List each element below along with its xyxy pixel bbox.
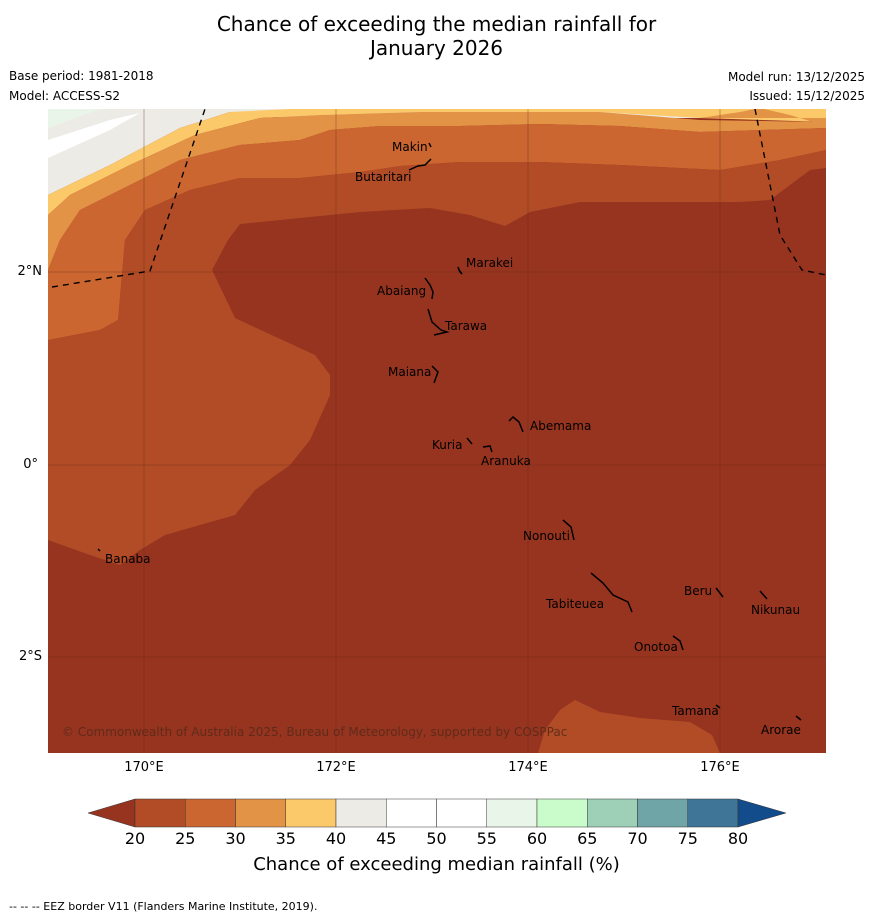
nikunau-island	[759, 590, 768, 600]
place-label: Marakei	[466, 256, 513, 270]
meta-left: Base period: 1981-2018 Model: ACCESS-S2	[9, 68, 154, 104]
colorbar-cell	[687, 798, 739, 828]
lat-label-0: 0°	[23, 457, 38, 472]
band-55-60	[48, 109, 100, 128]
eez-footnote: -- -- -- EEZ border V11 (Flanders Marine…	[9, 900, 318, 913]
colorbar-cell	[185, 798, 236, 828]
colorbar-cell	[386, 798, 437, 828]
lon-label-172e: 172°E	[316, 760, 356, 775]
colorbar-under-arrow	[87, 798, 136, 828]
place-label: Abemama	[530, 419, 591, 433]
onotoa-island	[672, 635, 684, 651]
place-label: Onotoa	[634, 640, 678, 654]
place-label: Makin	[392, 140, 428, 154]
colorbar-tick: 50	[426, 829, 447, 848]
band-20-25-south	[538, 700, 720, 753]
place-label: Tamana	[671, 704, 719, 718]
place-label: Tarawa	[444, 319, 487, 333]
beru-island	[715, 587, 724, 598]
copyright-note: © Commonwealth of Australia 2025, Bureau…	[62, 725, 567, 739]
tarawa-island	[427, 308, 450, 336]
colorbar-tick: 65	[577, 829, 598, 848]
issued-date: Issued: 15/12/2025	[749, 89, 865, 103]
band-30-35	[48, 109, 826, 270]
tamana-island	[715, 704, 721, 709]
place-label: Banaba	[105, 552, 151, 566]
abemama-island	[508, 415, 524, 433]
colorbar-tick: 55	[476, 829, 497, 848]
aranuka-island	[482, 445, 493, 453]
place-label: Kuria	[432, 438, 463, 452]
colorbar-cell	[285, 798, 337, 828]
lat-label-2s: 2°S	[18, 649, 42, 664]
colorbar-cell	[486, 798, 538, 828]
lon-label-174e: 174°E	[508, 760, 548, 775]
colorbar-tick: 40	[325, 829, 347, 848]
place-label: Nikunau	[751, 603, 800, 617]
colorbar-tick: 45	[376, 829, 397, 848]
colorbar-cell	[235, 798, 286, 828]
colorbar-tick: 75	[677, 829, 698, 848]
title-line-1: Chance of exceeding the median rainfall …	[216, 12, 657, 36]
place-label: Aranuka	[481, 454, 531, 468]
colorbar-tick: 35	[275, 829, 296, 848]
meta-right: Model run: 13/12/2025 Issued: 15/12/2025	[728, 69, 865, 104]
place-label: Beru	[684, 584, 712, 598]
maiana-island	[431, 365, 439, 384]
lon-label-176e: 176°E	[700, 760, 740, 775]
colorbar-tick: 25	[175, 829, 196, 848]
colorbar-tick: 80	[727, 829, 749, 848]
colorbar-label: Chance of exceeding median rainfall (%)	[253, 854, 620, 875]
model-run: Model run: 13/12/2025	[727, 70, 865, 84]
place-label: Butaritari	[355, 170, 412, 184]
band-white	[48, 113, 140, 158]
butaritari-island	[408, 158, 432, 171]
colorbar-cell	[436, 798, 487, 828]
abaiang-island	[424, 277, 434, 300]
title-line-2: January 2026	[369, 36, 504, 60]
colorbar	[87, 798, 787, 828]
nonouti-island	[562, 519, 575, 541]
place-label: Arorae	[761, 723, 801, 737]
lat-label-2n: 2°N	[17, 264, 43, 279]
place-label: Maiana	[388, 365, 431, 379]
eez-border-west	[51, 109, 206, 288]
kuria-island	[466, 437, 473, 445]
lon-label-170e: 170°E	[124, 760, 164, 775]
place-label: Abaiang	[377, 284, 426, 298]
colorbar-over-arrow	[737, 798, 787, 828]
colorbar-cell	[637, 798, 688, 828]
marakei-island	[457, 266, 463, 275]
model-name: Model: ACCESS-S2	[9, 89, 121, 103]
base-period: Base period: 1981-2018	[9, 69, 154, 83]
colorbar-cell	[134, 798, 186, 828]
place-label: Nonouti	[523, 529, 570, 543]
colorbar-cell	[587, 798, 638, 828]
colorbar-tick: 60	[526, 829, 548, 848]
colorbar-tick: 70	[627, 829, 648, 848]
place-label: Tabiteuea	[545, 597, 604, 611]
band-20-25	[48, 150, 826, 565]
map-title: Chance of exceeding the median rainfall …	[0, 12, 873, 60]
banaba-island	[97, 548, 101, 552]
colorbar-tick: 20	[124, 829, 146, 848]
arorae-island	[795, 715, 802, 721]
makin-island	[428, 142, 432, 148]
colorbar-tick: 30	[225, 829, 246, 848]
colorbar-cell	[536, 798, 588, 828]
colorbar-cell	[335, 798, 387, 828]
tabiteuea-island	[590, 572, 633, 613]
